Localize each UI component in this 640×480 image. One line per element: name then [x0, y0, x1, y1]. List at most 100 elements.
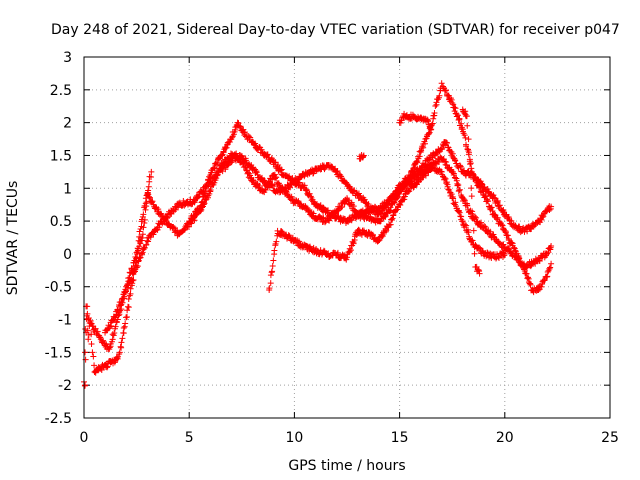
- data-point: [495, 255, 502, 262]
- data-point: [367, 209, 374, 216]
- data-point: [261, 177, 268, 184]
- data-point: [222, 166, 229, 173]
- data-point: [375, 237, 382, 244]
- data-point: [411, 164, 418, 171]
- data-point: [497, 240, 504, 247]
- data-point: [546, 265, 553, 272]
- data-point: [133, 257, 140, 264]
- data-point: [548, 203, 555, 210]
- data-point: [435, 96, 442, 103]
- data-point: [281, 188, 288, 195]
- data-point: [141, 244, 148, 251]
- data-point: [496, 202, 503, 209]
- data-point: [199, 194, 206, 201]
- data-point: [108, 323, 115, 329]
- data-point: [473, 176, 480, 183]
- data-point: [476, 220, 483, 227]
- data-point: [360, 153, 367, 160]
- data-point: [399, 186, 406, 193]
- data-point: [180, 227, 187, 234]
- data-point: [109, 336, 116, 343]
- y-axis-label: SDTVAR / TECUs: [5, 181, 21, 296]
- data-point: [498, 221, 505, 228]
- data-point: [285, 232, 292, 239]
- data-point: [525, 274, 532, 281]
- data-point: [387, 221, 394, 228]
- data-point: [544, 250, 551, 257]
- data-point: [202, 190, 209, 197]
- data-point: [253, 169, 260, 176]
- data-point: [143, 199, 150, 206]
- data-point: [463, 143, 470, 150]
- data-point: [406, 188, 413, 195]
- data-point: [109, 317, 116, 324]
- data-point: [207, 186, 214, 193]
- data-point: [476, 244, 483, 251]
- data-point: [425, 118, 432, 125]
- data-point: [143, 192, 150, 199]
- data-point: [485, 198, 492, 205]
- data-point: [306, 190, 313, 197]
- data-point: [136, 233, 143, 240]
- data-point: [213, 159, 220, 166]
- data-point: [469, 215, 476, 222]
- data-point: [361, 196, 368, 203]
- data-point: [523, 270, 530, 277]
- data-point: [122, 320, 129, 327]
- data-point: [352, 215, 359, 222]
- data-point: [170, 224, 177, 231]
- data-point: [499, 222, 506, 229]
- data-point: [106, 323, 113, 330]
- y-tick-label: 3: [63, 50, 72, 66]
- data-point: [267, 272, 274, 279]
- data-point: [505, 245, 512, 252]
- data-point: [148, 168, 155, 175]
- data-point: [223, 144, 230, 151]
- data-point: [463, 113, 470, 120]
- y-tick-label: 0: [63, 247, 72, 263]
- data-point: [379, 233, 386, 240]
- data-point: [277, 167, 284, 174]
- data-point: [194, 194, 201, 201]
- data-point: [512, 247, 519, 254]
- data-point: [109, 331, 116, 338]
- data-point: [269, 263, 276, 270]
- data-point: [132, 266, 139, 273]
- data-point: [310, 210, 317, 217]
- data-point: [145, 187, 152, 194]
- data-point: [278, 166, 285, 173]
- data-point: [410, 165, 417, 172]
- data-point: [193, 210, 200, 217]
- data-point: [273, 174, 280, 181]
- data-point: [350, 203, 357, 210]
- data-point: [413, 158, 420, 165]
- y-tick-label: -2.5: [45, 411, 72, 427]
- data-point: [191, 214, 198, 221]
- data-point: [112, 323, 119, 330]
- data-point: [344, 254, 350, 261]
- data-point: [465, 136, 472, 143]
- data-point: [460, 196, 467, 203]
- data-point: [465, 149, 472, 156]
- data-point: [494, 197, 501, 204]
- data-point: [541, 277, 548, 284]
- data-point: [118, 339, 125, 346]
- data-point: [199, 198, 206, 205]
- data-point: [465, 229, 472, 236]
- data-point: [476, 184, 483, 191]
- data-point: [439, 146, 446, 153]
- data-point: [106, 344, 113, 351]
- data-point: [147, 234, 154, 241]
- data-point: [448, 96, 455, 103]
- data-point: [428, 126, 435, 133]
- data-point: [97, 365, 104, 372]
- data-point: [94, 328, 101, 335]
- x-tick-label: 15: [391, 430, 409, 446]
- data-point: [231, 151, 238, 158]
- data-point: [482, 223, 489, 230]
- data-point: [119, 295, 126, 302]
- data-point: [394, 191, 401, 198]
- data-point: [266, 285, 273, 292]
- data-point: [124, 284, 131, 291]
- data-point: [137, 254, 144, 261]
